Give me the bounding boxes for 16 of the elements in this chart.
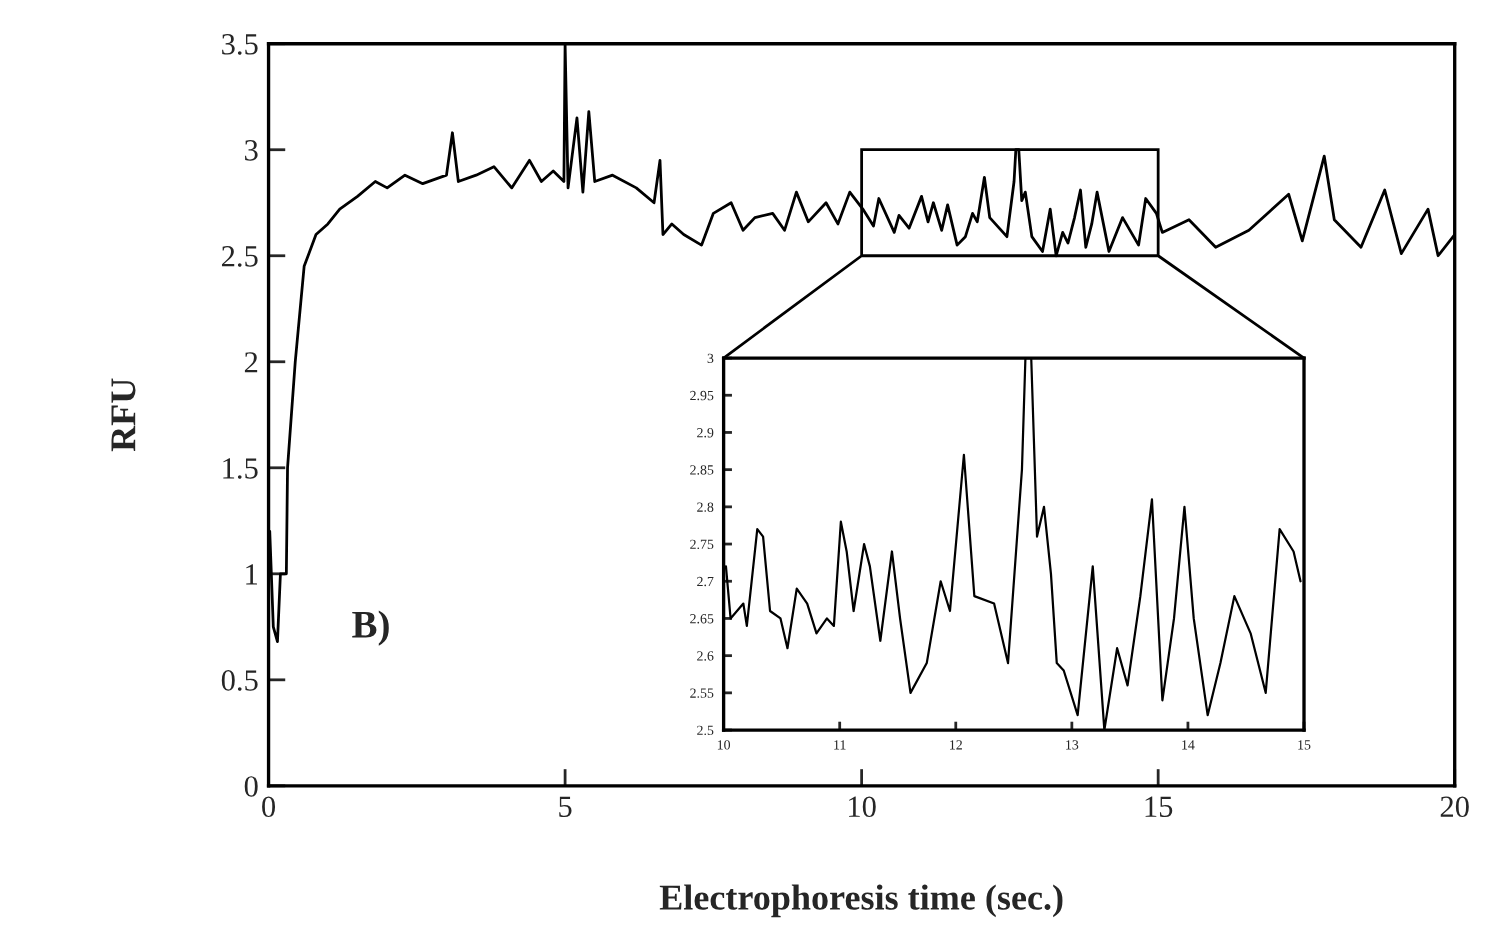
y-axis-title: RFU (111, 378, 136, 452)
x-axis-title: Electrophoresis time (sec.) (659, 884, 1063, 918)
y-tick-label: 0 (244, 776, 258, 797)
x-tick-label: 10 (849, 796, 876, 818)
x-tick-label: 0 (262, 796, 276, 818)
x-tick-label: 20 (1440, 796, 1469, 818)
annotation: B) (352, 610, 389, 646)
y-tick-label: 2.5 (221, 246, 258, 267)
y-tick-label: 3.5 (222, 34, 258, 55)
y-tick-label: 2 (244, 352, 258, 373)
y-tick-label: 1 (246, 564, 257, 585)
y-tick-label: 3 (245, 140, 258, 161)
y-tick-label: 0.5 (221, 670, 258, 691)
y-tick-label: 1.5 (223, 458, 258, 479)
x-tick-label: 15 (1145, 796, 1173, 818)
x-tick-label: 5 (559, 796, 572, 818)
